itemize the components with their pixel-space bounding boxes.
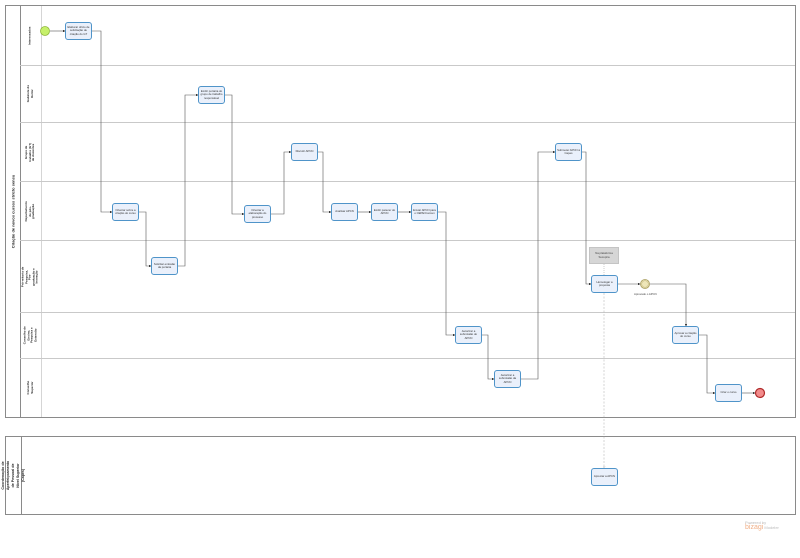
intermediate-event-label: Aprovado o APCN: [634, 292, 657, 296]
flow: [225, 94, 245, 216]
intermediate-event: [640, 279, 650, 289]
task-analisar-apcn[interactable]: Analisar APCN: [331, 203, 358, 221]
flow: [650, 283, 688, 327]
lane-grupo-trabalho: Grupo de trabalho (GT) de docentes: [20, 123, 795, 182]
pool-capes-label: Coordenação de Aperfeiçoamento de Pessoa…: [1, 437, 25, 514]
flow: [178, 93, 199, 267]
task-enviar-apcn[interactable]: Enviar APCN para o CEPE/Consun: [411, 203, 438, 221]
flow: [521, 150, 556, 380]
task-autorizar-submissao-consun[interactable]: Autorizar a submissão da APCN: [494, 370, 521, 388]
task-elaborar-oficio[interactable]: Elaborar ofício de solicitação de criaçã…: [65, 22, 92, 40]
lane-gabinete-reitor: Gabinete do Reitor: [20, 66, 795, 123]
task-aprovar-criacao[interactable]: Aprovar a criação do curso: [672, 326, 699, 344]
flow: [318, 151, 332, 214]
pool-main-label: Criação de novos cursos stricto sensu: [6, 6, 21, 417]
flow: [438, 211, 456, 337]
task-orientar-elaboracao[interactable]: Orientar a elaboração do processo: [244, 205, 271, 223]
task-apreciar-apcn[interactable]: Apreciar a APCN: [591, 468, 618, 486]
task-autorizar-submissao-cepe[interactable]: Autorizar a submissão do APCN: [455, 326, 482, 344]
flow: [271, 150, 292, 215]
bizagi-watermark: Powered by bizagi Modeler: [745, 520, 779, 531]
task-orientar-criacao[interactable]: Orientar sobre a criação do curso: [112, 203, 139, 221]
flow: [139, 211, 152, 268]
flow: [699, 334, 716, 395]
task-criar-curso[interactable]: Criar o curso: [715, 384, 742, 402]
lane-pro-reitoria: Pró-reitoria de Pesquisa, Pós-graduação …: [20, 241, 795, 313]
task-emitir-parecer[interactable]: Emitir parecer do APCN: [371, 203, 398, 221]
task-discutir-apcn[interactable]: Discutir APCN: [291, 143, 318, 161]
lane-conselho-superior: Conselho Superior: [20, 359, 795, 417]
start-event: [40, 26, 50, 36]
pool-capes: Coordenação de Aperfeiçoamento de Pessoa…: [1, 436, 796, 515]
flow: [92, 30, 113, 214]
task-submeter-apcn[interactable]: Submeter APCN à Capes: [555, 143, 582, 161]
end-event: [754, 387, 766, 399]
lane-interessados: Interessados: [20, 6, 795, 66]
lane-cepe: Conselho de Ensino, Pesquisa e Extensão: [20, 313, 795, 359]
task-solicitar-portaria[interactable]: Solicitar emissão da portaria: [151, 257, 178, 275]
lane-departamento-pos: Departamento de pós-graduação: [20, 182, 795, 241]
flow: [582, 151, 592, 286]
annotation-sucupira: Na plataforma Sucupira: [589, 247, 619, 264]
task-homologar-proposta[interactable]: Homologar a proposta: [591, 275, 618, 293]
task-emitir-portaria[interactable]: Emitir portaria do grupo de trabalho res…: [198, 86, 225, 104]
flow: [482, 334, 495, 381]
